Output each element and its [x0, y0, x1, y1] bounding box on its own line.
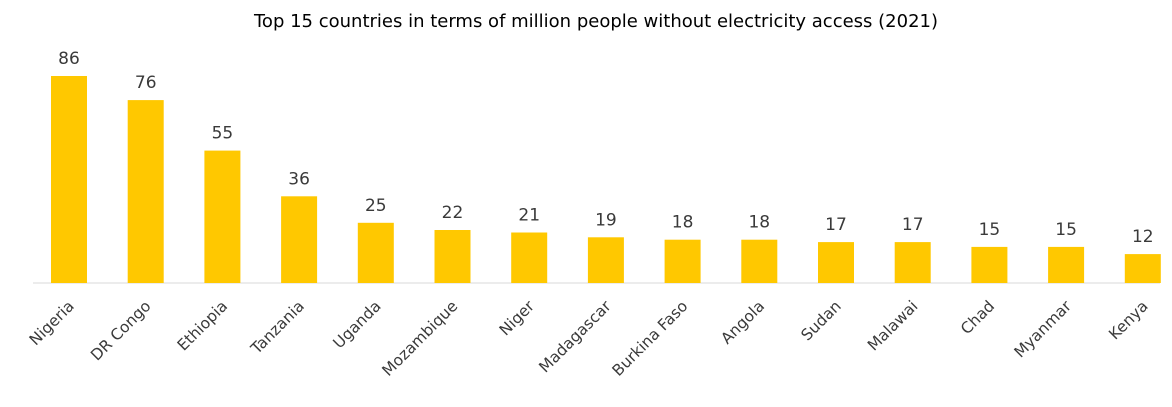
bar-uganda	[357, 222, 394, 283]
data-label-uganda: 25	[365, 196, 387, 216]
x-tick-label-kenya: Kenya	[1105, 297, 1151, 343]
data-label-malawai: 17	[902, 215, 924, 235]
bars-group	[51, 76, 1161, 283]
x-tick-label-tanzania: Tanzania	[247, 297, 308, 358]
bar-mozambique	[434, 230, 471, 283]
chart-title: Top 15 countries in terms of million peo…	[253, 11, 938, 32]
x-tick-label-nigeria: Nigeria	[26, 297, 78, 349]
bar-kenya	[1124, 254, 1161, 283]
bar-tanzania	[281, 196, 318, 283]
x-tick-label-mozambique: Mozambique	[379, 297, 462, 380]
x-tick-label-angola: Angola	[718, 297, 769, 348]
data-label-sudan: 17	[825, 215, 847, 235]
data-label-nigeria: 86	[58, 49, 80, 69]
data-label-burkina-faso: 18	[672, 213, 694, 233]
data-label-kenya: 12	[1132, 227, 1154, 247]
bar-ethiopia	[204, 150, 241, 283]
x-tick-label-chad: Chad	[957, 297, 998, 338]
bar-dr-congo	[127, 100, 164, 283]
x-tick-label-malawai: Malawai	[864, 297, 921, 354]
x-tick-labels-group: Nigeria DR Congo Ethiopia Tanzania UgandaMoz…	[26, 297, 1152, 380]
data-label-madagascar: 19	[595, 210, 617, 230]
bar-nigeria	[51, 76, 87, 283]
bar-angola	[741, 239, 778, 283]
x-tick-label-sudan: Sudan	[798, 297, 845, 344]
x-tick-label-niger: Niger	[496, 297, 539, 340]
data-label-niger: 21	[518, 206, 540, 226]
bar-sudan	[818, 242, 854, 283]
data-label-dr-congo: 76	[135, 73, 157, 93]
data-label-myanmar: 15	[1055, 220, 1077, 240]
data-labels-group: 86 76 55 36 25 22 21 19 18 18 17 17 15 15 12	[58, 49, 1153, 247]
x-tick-label-burkina-faso: Burkina Faso	[609, 297, 692, 380]
data-label-chad: 15	[979, 220, 1001, 240]
data-label-tanzania: 36	[288, 169, 310, 189]
data-label-mozambique: 22	[442, 203, 464, 223]
x-tick-label-dr-congo: DR Congo	[87, 297, 154, 364]
bar-chad	[971, 246, 1008, 283]
x-tick-label-ethiopia: Ethiopia	[174, 297, 231, 354]
data-label-ethiopia: 55	[212, 124, 234, 144]
x-tick-label-myanmar: Myanmar	[1011, 297, 1076, 362]
x-tick-label-uganda: Uganda	[330, 297, 385, 352]
bar-madagascar	[587, 237, 624, 283]
bar-burkina-faso	[664, 239, 701, 283]
bar-malawai	[894, 242, 931, 283]
data-label-angola: 18	[748, 213, 770, 233]
x-tick-label-madagascar: Madagascar	[536, 297, 616, 377]
bar-myanmar	[1048, 246, 1085, 283]
bar-niger	[511, 232, 548, 283]
